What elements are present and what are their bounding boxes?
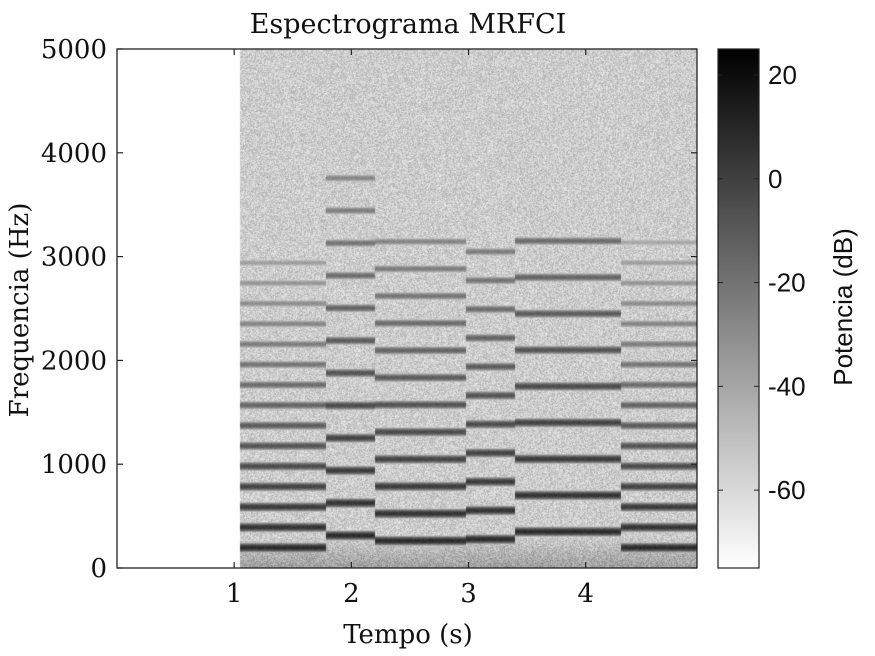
y-axis-label: Frequencia (Hz) <box>5 203 35 418</box>
y-tick-label: 3000 <box>41 243 107 273</box>
colorbar-tick-label: 0 <box>768 164 782 194</box>
x-tick-label: 4 <box>577 579 594 609</box>
spectrogram-raster <box>117 49 697 568</box>
colorbar-tick-label: -20 <box>768 268 806 298</box>
x-axis-label: Tempo (s) <box>343 620 473 650</box>
colorbar-tick-label: -40 <box>768 371 806 401</box>
y-tick-label: 5000 <box>41 35 107 65</box>
colorbar-ticks: 20 0 -20 -40 -60 <box>718 60 806 505</box>
spectrogram-image <box>117 49 697 568</box>
y-tick-label: 1000 <box>41 450 107 480</box>
colorbar-gradient <box>717 48 760 569</box>
chart-title: Espectrograma MRFCI <box>250 9 567 40</box>
y-tick-label: 2000 <box>41 346 107 376</box>
y-tick-label: 0 <box>90 554 107 584</box>
colorbar-label: Potencia (dB) <box>828 228 858 386</box>
y-axis: 0 1000 2000 3000 4000 5000 <box>41 35 697 584</box>
x-tick-label: 1 <box>226 579 243 609</box>
plot-area <box>116 48 698 569</box>
colorbar: 20 0 -20 -40 -60 <box>717 48 806 569</box>
colorbar-tick-label: 20 <box>768 60 797 90</box>
colorbar-tick-label: -60 <box>768 475 806 505</box>
x-axis: 1 2 3 4 <box>226 49 594 609</box>
x-tick-label: 3 <box>460 579 477 609</box>
y-tick-label: 4000 <box>41 139 107 169</box>
plot-frame <box>116 48 698 569</box>
x-tick-label: 2 <box>343 579 360 609</box>
